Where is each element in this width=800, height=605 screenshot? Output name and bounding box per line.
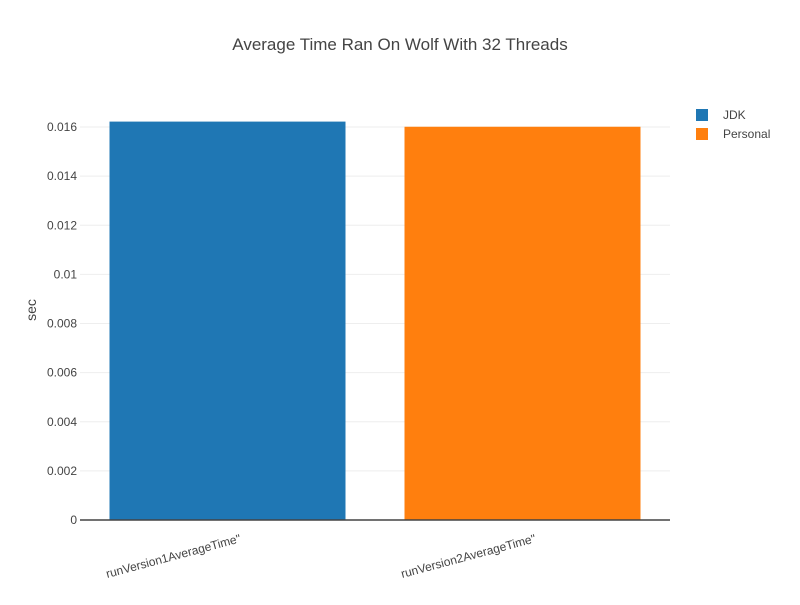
legend-label-jdk[interactable]: JDK — [723, 108, 746, 122]
y-tick-label: 0.006 — [47, 366, 77, 380]
legend-label-personal[interactable]: Personal — [723, 127, 770, 141]
y-tick-label: 0.014 — [47, 169, 77, 183]
legend-swatch-personal[interactable] — [696, 128, 708, 140]
chart-title: Average Time Ran On Wolf With 32 Threads — [232, 35, 567, 54]
y-tick-label: 0.016 — [47, 120, 77, 134]
bar-personal[interactable] — [404, 126, 641, 521]
y-tick-label: 0.012 — [47, 218, 77, 232]
bar-jdk[interactable] — [109, 121, 346, 520]
y-tick-label: 0.004 — [47, 415, 77, 429]
bars — [109, 121, 641, 521]
y-tick-label: 0 — [70, 513, 77, 527]
y-tick-label: 0.008 — [47, 317, 77, 331]
y-axis-label: sec — [23, 299, 39, 321]
y-tick-label: 0.01 — [54, 267, 78, 281]
legend: JDK Personal — [696, 108, 770, 141]
legend-swatch-jdk[interactable] — [696, 109, 708, 121]
y-tick-label: 0.002 — [47, 464, 77, 478]
